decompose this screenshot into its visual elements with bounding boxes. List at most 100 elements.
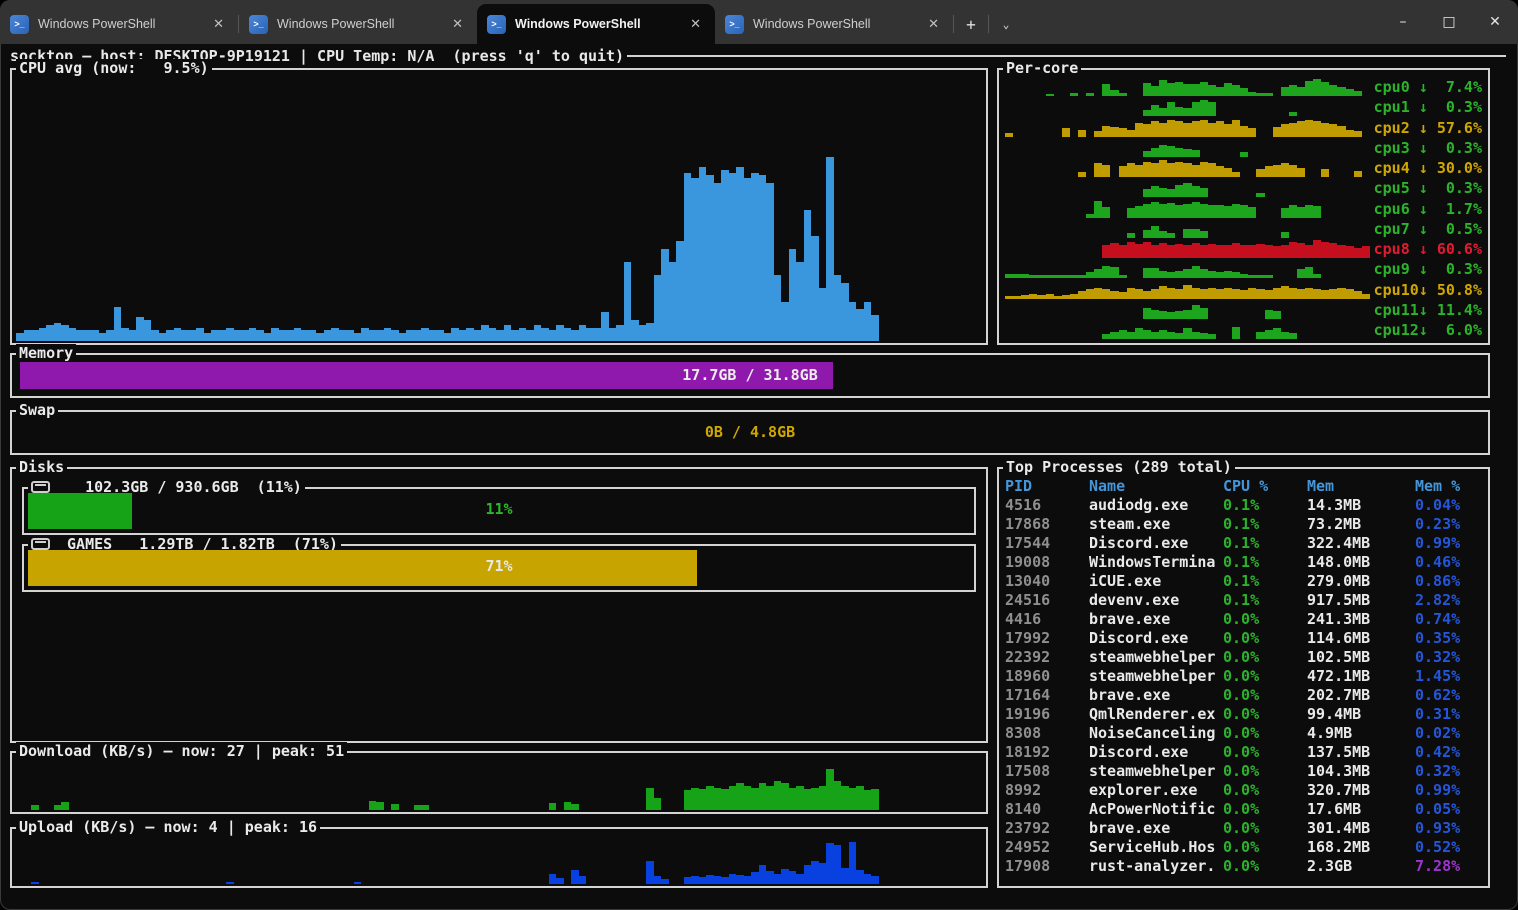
chart-bar — [91, 330, 99, 341]
spark-bar — [1175, 289, 1184, 299]
spark-bar — [1240, 87, 1249, 96]
spark-bar — [1142, 83, 1151, 96]
tab-dropdown-button[interactable]: ⌄ — [1002, 17, 1010, 31]
process-row[interactable]: 8992 explorer.exe 0.0% 320.7MB 0.99% — [999, 781, 1488, 800]
chart-bar — [533, 325, 541, 341]
process-row[interactable]: 8140 AcPowerNotific 0.0% 17.6MB 0.05% — [999, 800, 1488, 819]
disk-usage-bar: 11% — [28, 493, 970, 529]
spark-bar — [1175, 148, 1184, 157]
process-row[interactable]: 22392 steamwebhelper 0.0% 102.5MB 0.32% — [999, 648, 1488, 667]
spark-bar — [1167, 312, 1176, 319]
chart-bar — [391, 330, 399, 341]
process-row[interactable]: 17508 steamwebhelper 0.0% 104.3MB 0.32% — [999, 762, 1488, 781]
spark-bar — [1313, 79, 1322, 96]
process-row[interactable]: 17868 steam.exe 0.1% 73.2MB 0.23% — [999, 515, 1488, 534]
per-core-title: Per-core — [1003, 59, 1082, 77]
chart-bar — [788, 248, 796, 341]
process-row[interactable]: 19008 WindowsTermina 0.1% 148.0MB 0.46% — [999, 553, 1488, 572]
terminal-content: socktop — host: DESKTOP-9P19121 | CPU Te… — [0, 44, 1518, 910]
spark-bar — [1077, 130, 1087, 137]
tab-label: Windows PowerShell — [515, 17, 641, 31]
spark-bar — [1313, 240, 1322, 258]
close-button[interactable]: ✕ — [1489, 14, 1501, 30]
chart-bar — [83, 330, 91, 341]
tab-windows-powershell-1[interactable]: >_ Windows PowerShell ✕ — [0, 4, 238, 44]
tab-windows-powershell-3[interactable]: >_ Windows PowerShell ✕ — [477, 4, 715, 44]
process-row[interactable]: 17992 Discord.exe 0.0% 114.6MB 0.35% — [999, 629, 1488, 648]
process-row[interactable]: 4516 audiodg.exe 0.1% 14.3MB 0.04% — [999, 496, 1488, 515]
upload-panel: Upload (KB/s) — now: 4 | peak: 16 — [10, 818, 988, 888]
process-row[interactable]: 8308 NoiseCanceling 0.0% 4.9MB 0.02% — [999, 724, 1488, 743]
spark-bar — [1296, 86, 1306, 96]
cell-pid: 17164 — [1005, 686, 1051, 704]
chart-bar — [796, 785, 804, 810]
process-row[interactable]: 18960 steamwebhelper 0.0% 472.1MB 1.45% — [999, 667, 1488, 686]
process-row[interactable]: 17164 brave.exe 0.0% 202.7MB 0.62% — [999, 686, 1488, 705]
spark-bar — [1256, 244, 1265, 258]
core-label: cpu4 ↓ 30.0% — [1373, 159, 1482, 177]
core-label: cpu12↓ 6.0% — [1373, 321, 1482, 339]
cell-cpu: 0.1% — [1223, 591, 1260, 609]
spark-bar — [1150, 244, 1160, 258]
cell-pid: 8992 — [1005, 781, 1042, 799]
new-tab-button[interactable]: + — [966, 14, 976, 34]
spark-bar — [1094, 287, 1103, 299]
col-pid: PID — [1005, 477, 1033, 495]
spark-bar — [1248, 274, 1257, 279]
download-chart — [16, 761, 982, 810]
spark-bar — [1296, 167, 1306, 177]
chart-bar — [766, 870, 774, 884]
cell-cpu: 0.0% — [1223, 781, 1260, 799]
spark-bar — [1199, 99, 1208, 117]
spark-bar — [1159, 231, 1168, 238]
cell-pid: 17868 — [1005, 515, 1051, 533]
process-row[interactable]: 18192 Discord.exe 0.0% 137.5MB 0.42% — [999, 743, 1488, 762]
process-row[interactable]: 24516 devenv.exe 0.1% 917.5MB 2.82% — [999, 591, 1488, 610]
minimize-button[interactable]: – — [1399, 14, 1407, 30]
cell-cpu: 0.0% — [1223, 838, 1260, 856]
spark-bar — [1288, 85, 1297, 96]
chart-bar — [286, 330, 294, 341]
process-row[interactable]: 19196 QmlRenderer.ex 0.0% 99.4MB 0.31% — [999, 705, 1488, 724]
chart-bar — [811, 787, 819, 810]
maximize-button[interactable]: □ — [1442, 14, 1456, 30]
process-row[interactable]: 4416 brave.exe 0.0% 241.3MB 0.74% — [999, 610, 1488, 629]
chart-bar — [743, 875, 751, 884]
chart-bar — [188, 330, 196, 341]
tab-close-button[interactable]: ✕ — [213, 16, 224, 31]
cell-cpu: 0.0% — [1223, 610, 1260, 628]
spark-bar — [1223, 287, 1233, 299]
chart-bar — [391, 804, 399, 810]
spark-bar — [1215, 166, 1224, 177]
cell-name: WindowsTermina — [1089, 553, 1216, 571]
spark-bar — [1313, 121, 1322, 137]
spark-bar — [1361, 293, 1370, 299]
process-row[interactable]: 24952 ServiceHub.Hos 0.0% 168.2MB 0.52% — [999, 838, 1488, 857]
process-row[interactable]: 23792 brave.exe 0.0% 301.4MB 0.93% — [999, 819, 1488, 838]
swap-gauge: 0B / 4.8GB — [20, 419, 1480, 446]
process-row[interactable]: 17908 rust-analyzer. 0.0% 2.3GB 7.28% — [999, 857, 1488, 876]
chart-bar — [421, 805, 429, 810]
core-label: cpu10↓ 50.8% — [1373, 280, 1482, 299]
chart-bar — [511, 330, 519, 341]
core-row: cpu11↓ 11.4% — [1005, 301, 1484, 319]
download-panel: Download (KB/s) — now: 27 | peak: 51 — [10, 742, 988, 814]
tab-windows-powershell-2[interactable]: >_ Windows PowerShell ✕ — [239, 4, 477, 44]
tab-windows-powershell-4[interactable]: >_ Windows PowerShell ✕ — [715, 4, 953, 44]
upload-title: Upload (KB/s) — now: 4 | peak: 16 — [16, 818, 321, 836]
chart-bar — [698, 167, 706, 341]
chart-bar — [31, 882, 39, 884]
tab-close-button[interactable]: ✕ — [690, 16, 701, 31]
process-row[interactable]: 17544 Discord.exe 0.1% 322.4MB 0.99% — [999, 534, 1488, 553]
cell-mem: 137.5MB — [1307, 743, 1371, 761]
spark-bar — [1256, 289, 1265, 299]
core-row: cpu0 ↓ 7.4% — [1005, 78, 1484, 96]
tab-close-button[interactable]: ✕ — [928, 16, 939, 31]
process-row[interactable]: 13040 iCUE.exe 0.1% 279.0MB 0.86% — [999, 572, 1488, 591]
title-rule — [627, 54, 1506, 57]
chart-bar — [736, 783, 744, 810]
spark-bar — [1321, 168, 1330, 177]
tab-close-button[interactable]: ✕ — [452, 16, 463, 31]
chart-bar — [61, 802, 69, 810]
spark-bar — [1175, 107, 1184, 117]
